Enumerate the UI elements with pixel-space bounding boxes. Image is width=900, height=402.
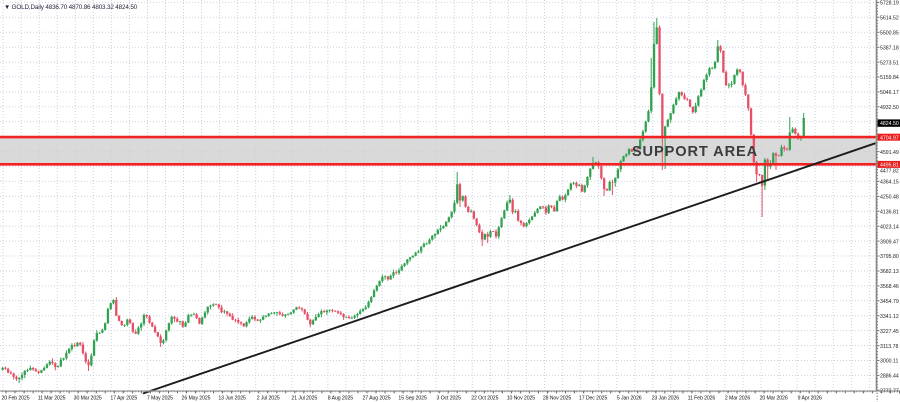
svg-text:9 Apr 2026: 9 Apr 2026 — [798, 396, 822, 402]
svg-text:▼ GOLD,Daily 4836.70 4870.86: ▼ GOLD,Daily 4836.70 4870.86 4803.32 482… — [4, 4, 138, 11]
svg-text:20 Feb 2025: 20 Feb 2025 — [1, 396, 29, 402]
svg-text:5159.84: 5159.84 — [880, 75, 899, 81]
svg-text:3568.46: 3568.46 — [880, 284, 899, 290]
svg-text:5500.85: 5500.85 — [880, 30, 899, 36]
svg-text:3341.12: 3341.12 — [880, 314, 899, 320]
svg-text:11 Feb 2026: 11 Feb 2026 — [688, 396, 716, 402]
svg-text:3682.13: 3682.13 — [880, 269, 899, 275]
svg-text:5046.17: 5046.17 — [880, 90, 899, 96]
svg-text:22 Oct 2025: 22 Oct 2025 — [471, 396, 498, 402]
svg-text:4704.97: 4704.97 — [880, 135, 899, 141]
svg-text:2 Jul 2025: 2 Jul 2025 — [257, 396, 280, 402]
svg-text:3113.78: 3113.78 — [880, 344, 898, 350]
svg-text:3454.79: 3454.79 — [880, 299, 899, 305]
svg-text:7 May 2025: 7 May 2025 — [147, 396, 173, 402]
svg-text:2886.44: 2886.44 — [880, 374, 899, 380]
svg-text:5387.18: 5387.18 — [880, 45, 899, 51]
svg-text:21 Jul 2025: 21 Jul 2025 — [291, 396, 317, 402]
svg-text:17 Apr 2025: 17 Apr 2025 — [110, 396, 137, 402]
svg-text:2 Mar 2026: 2 Mar 2026 — [725, 396, 750, 402]
svg-text:5273.51: 5273.51 — [880, 60, 899, 66]
svg-text:26 May 2025: 26 May 2025 — [182, 396, 211, 402]
svg-text:4495.81: 4495.81 — [880, 163, 899, 169]
svg-text:3795.80: 3795.80 — [880, 254, 899, 260]
svg-text:10 Nov 2025: 10 Nov 2025 — [507, 396, 536, 402]
svg-text:5 Jan 2026: 5 Jan 2026 — [617, 396, 642, 402]
svg-text:4932.50: 4932.50 — [880, 105, 899, 111]
svg-text:27 Aug 2025: 27 Aug 2025 — [362, 396, 390, 402]
svg-text:4364.15: 4364.15 — [880, 180, 899, 186]
svg-text:4136.81: 4136.81 — [880, 210, 899, 216]
svg-text:3 Oct 2025: 3 Oct 2025 — [437, 396, 462, 402]
svg-text:2772.77: 2772.77 — [880, 389, 899, 395]
svg-text:11 Mar 2025: 11 Mar 2025 — [38, 396, 66, 402]
svg-text:4250.48: 4250.48 — [880, 195, 899, 201]
svg-text:15 Sep 2025: 15 Sep 2025 — [398, 396, 427, 402]
svg-text:5614.52: 5614.52 — [880, 16, 899, 22]
svg-text:4824.50: 4824.50 — [880, 121, 899, 127]
svg-text:3227.45: 3227.45 — [880, 329, 899, 335]
svg-text:4477.82: 4477.82 — [880, 169, 899, 175]
svg-text:20 Mar 2026: 20 Mar 2026 — [760, 396, 788, 402]
svg-text:17 Dec 2025: 17 Dec 2025 — [579, 396, 608, 402]
svg-text:8 Aug 2025: 8 Aug 2025 — [328, 396, 353, 402]
svg-text:23 Jan 2026: 23 Jan 2026 — [652, 396, 680, 402]
svg-text:3000.11: 3000.11 — [880, 359, 898, 365]
svg-text:3909.47: 3909.47 — [880, 239, 899, 245]
svg-text:SUPPORT AREA: SUPPORT AREA — [632, 144, 758, 160]
svg-text:13 Jun 2025: 13 Jun 2025 — [218, 396, 246, 402]
svg-text:4591.49: 4591.49 — [880, 150, 899, 156]
svg-text:5728.19: 5728.19 — [880, 1, 899, 7]
svg-text:30 Mar 2025: 30 Mar 2025 — [74, 396, 102, 402]
svg-text:4023.14: 4023.14 — [880, 224, 899, 230]
svg-text:28 Nov 2025: 28 Nov 2025 — [543, 396, 572, 402]
